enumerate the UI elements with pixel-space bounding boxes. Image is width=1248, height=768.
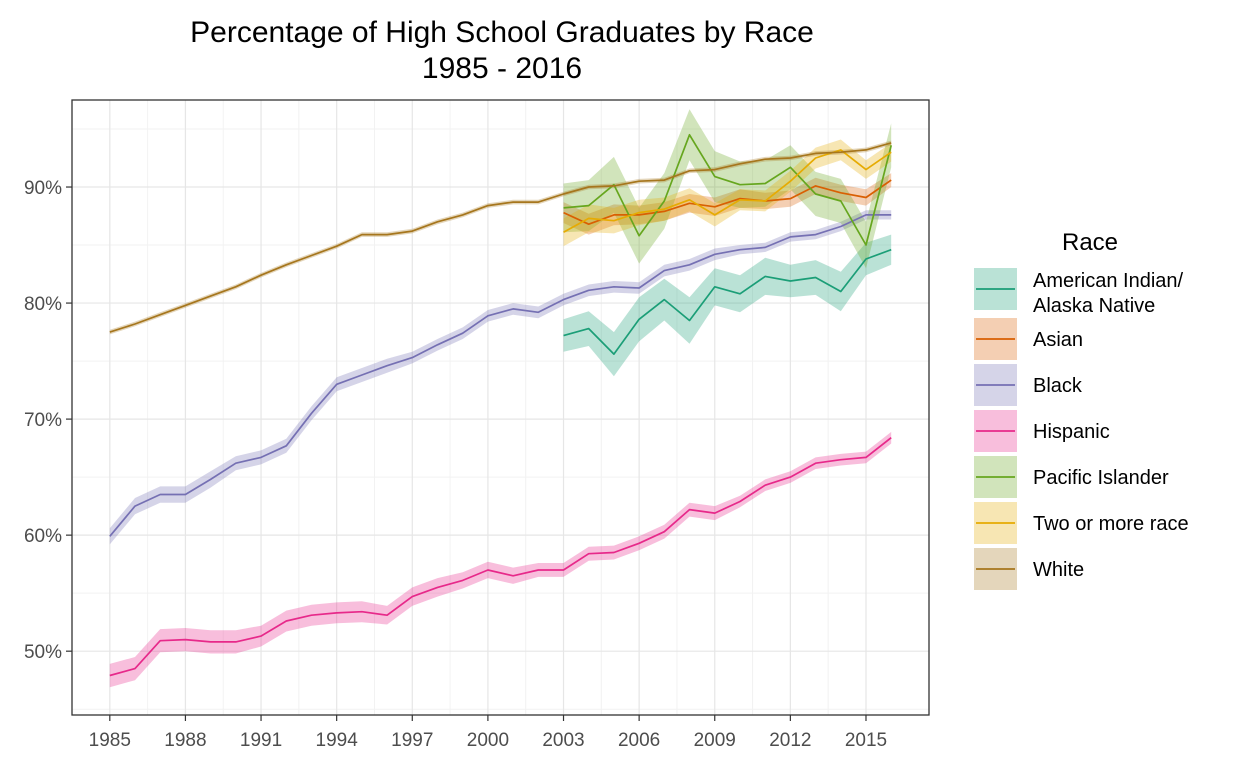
band-pacific-islander [563,109,892,269]
legend: Race American Indian/Alaska Native Asian B… [974,229,1189,590]
x-tick-label: 1994 [316,730,359,751]
chart-subtitle: 1985 - 2016 [422,52,582,85]
legend-label: Hispanic [1033,421,1110,443]
grid-minor [72,100,929,715]
x-tick-label: 2015 [845,730,887,751]
legend-item: American Indian/Alaska Native [974,268,1184,317]
band-american-indian-alaska-native [563,234,892,377]
x-tick-label: 1985 [89,730,131,751]
x-tick-label: 2009 [694,730,736,751]
x-tick-label: 1988 [164,730,206,751]
x-tick-label: 2012 [769,730,811,751]
legend-label: White [1033,559,1084,581]
legend-item: White [974,548,1084,590]
x-tick-label: 1997 [391,730,433,751]
legend-label: American Indian/ [1033,270,1184,292]
plot-panel-border [71,99,930,716]
x-tick-label: 2003 [542,730,584,751]
legend-item: Hispanic [974,410,1110,452]
legend-item: Asian [974,318,1083,360]
y-tick-label: 90% [24,178,62,199]
line-black [109,214,892,537]
legend-label: Black [1033,375,1083,397]
y-axis: 50% 60% 70% 80% 90% [24,178,72,663]
line-pacific-islander [563,133,893,246]
x-axis: 1985 1988 1991 1994 1997 2000 2003 2006 2009 2012… [89,715,887,751]
line-two-or-more-race [563,149,892,234]
line-white [109,142,892,333]
line-hispanic [109,437,892,677]
legend-label: Alaska Native [1033,295,1155,317]
legend-title: Race [1062,229,1118,256]
legend-item: Pacific Islander [974,456,1169,498]
legend-label: Two or more race [1033,513,1189,535]
y-tick-label: 50% [24,642,62,663]
x-tick-label: 2006 [618,730,660,751]
legend-label: Pacific Islander [1033,467,1169,489]
x-tick-label: 1991 [240,730,282,751]
chart-title: Percentage of High School Graduates by R… [190,16,814,49]
y-tick-label: 70% [24,410,62,431]
y-tick-label: 80% [24,294,62,315]
line-asian [563,179,892,226]
y-tick-label: 60% [24,526,62,547]
x-tick-label: 2000 [467,730,509,751]
legend-label: Asian [1033,329,1083,351]
band-two-or-more-race [563,139,892,247]
legend-item: Black [974,364,1083,406]
series-lines [109,133,893,677]
line-american-indian-alaska-native [563,248,892,355]
legend-item: Two or more race [974,502,1189,544]
band-hispanic [109,431,892,688]
